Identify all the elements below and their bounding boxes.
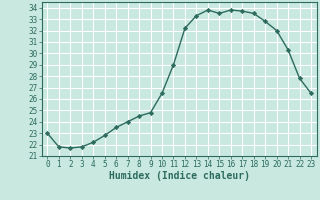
X-axis label: Humidex (Indice chaleur): Humidex (Indice chaleur) — [109, 171, 250, 181]
